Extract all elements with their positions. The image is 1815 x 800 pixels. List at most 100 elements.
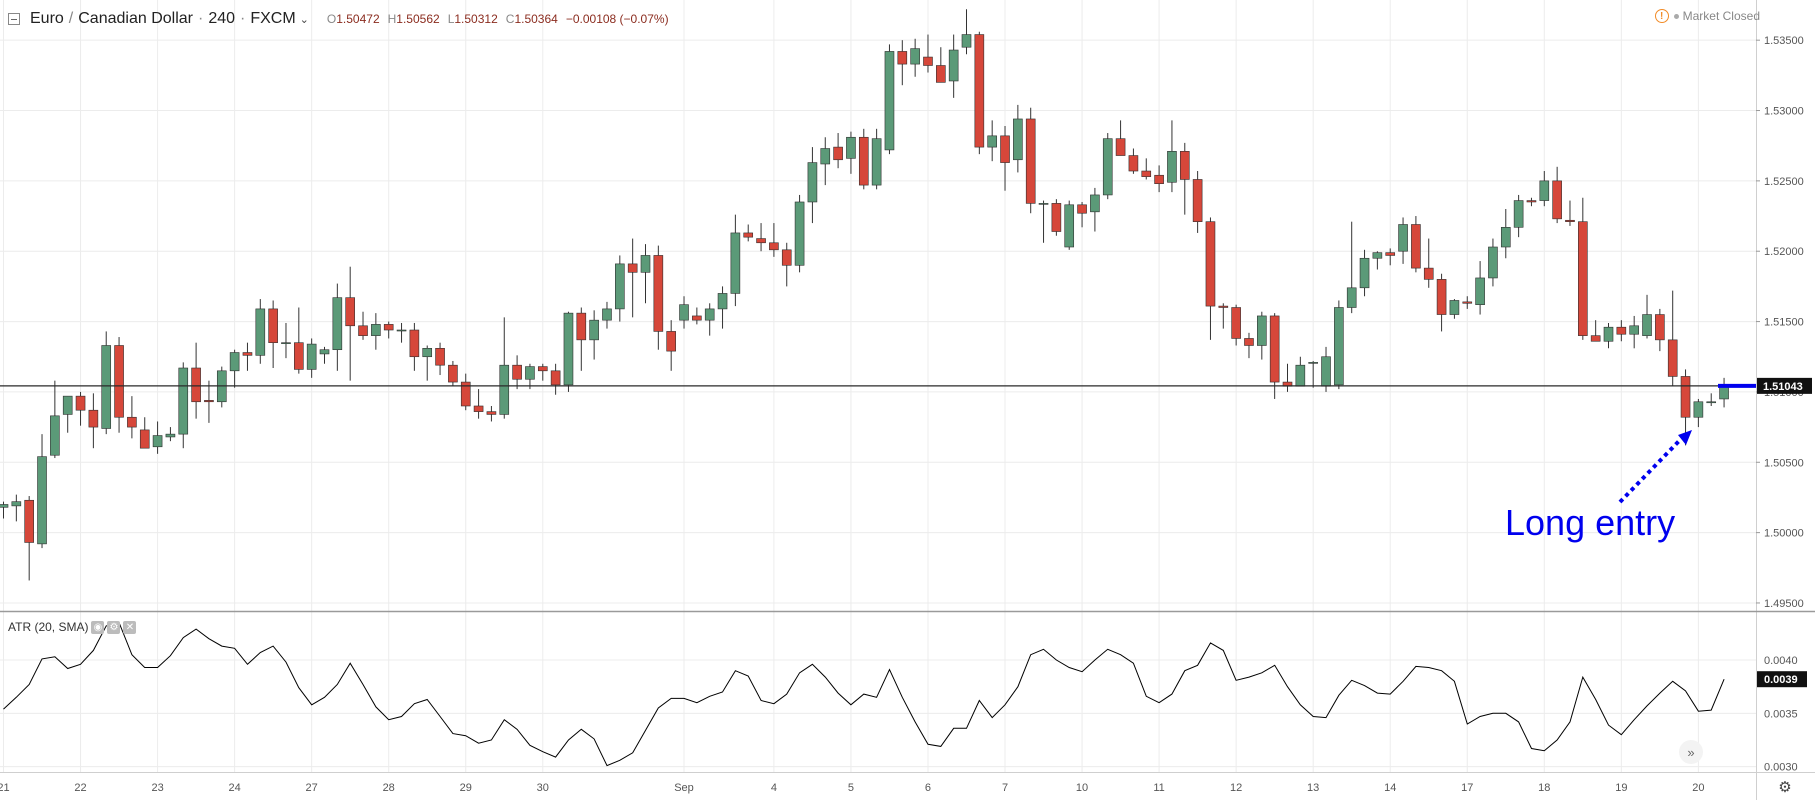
candle-body — [1655, 314, 1665, 341]
close-value: 1.50364 — [514, 12, 558, 26]
candle — [37, 434, 47, 549]
candle-body — [1385, 252, 1396, 256]
candle — [281, 322, 291, 359]
candle — [383, 321, 394, 339]
candle-body — [319, 349, 330, 355]
candle-body — [1423, 267, 1434, 280]
candle — [294, 307, 304, 374]
candle-body — [191, 367, 201, 403]
scroll-to-realtime-button[interactable]: » — [1679, 740, 1703, 764]
candle-body — [769, 242, 779, 251]
candle — [871, 128, 882, 190]
candle-body — [537, 366, 548, 372]
candle — [1693, 398, 1704, 428]
candle-body — [1128, 155, 1139, 172]
candle — [1629, 315, 1639, 349]
candle — [1552, 166, 1562, 224]
candle — [473, 389, 484, 419]
candle — [1025, 107, 1036, 214]
price-axis[interactable]: 1.53500 1.53000 1.52500 1.52000 1.51500 1.510… — [1756, 35, 1804, 610]
candle — [923, 34, 933, 73]
time-tick-label: 6 — [925, 782, 931, 794]
candle — [1526, 197, 1537, 207]
candle — [717, 286, 728, 329]
eye-icon[interactable]: ◉ — [91, 620, 105, 634]
candle — [1244, 332, 1254, 359]
candle — [1667, 290, 1678, 387]
candle — [178, 362, 189, 449]
candle — [0, 501, 9, 519]
close-icon[interactable]: ✕ — [123, 620, 137, 634]
candle-body — [1629, 325, 1639, 335]
candle — [306, 338, 317, 378]
candle — [897, 40, 908, 86]
price-tick-label: 1.50500 — [1764, 457, 1804, 469]
candle-body — [1051, 203, 1062, 232]
candle-body — [242, 352, 253, 356]
candle — [1192, 171, 1203, 233]
candle — [1488, 238, 1498, 287]
candle-body — [1321, 356, 1331, 387]
candle — [743, 224, 754, 242]
candle — [858, 128, 869, 190]
chevron-down-icon[interactable]: ⌄ — [299, 13, 309, 26]
time-tick-label: 24 — [228, 782, 240, 794]
time-tick-label: 22 — [74, 782, 86, 794]
time-axis[interactable]: 21 22 23 24 27 28 29 30 Sep 4 5 6 7 10 11 12 13 14 17 18 19 2… — [0, 782, 1705, 794]
candle-body — [1642, 314, 1652, 336]
candle-body — [1218, 305, 1229, 308]
interval-separator: · — [197, 10, 204, 27]
candle — [1513, 194, 1524, 238]
candle — [1539, 171, 1550, 207]
time-tick-label: 21 — [0, 782, 10, 794]
candle — [1295, 356, 1306, 387]
candle-body — [294, 342, 304, 370]
candle — [807, 147, 818, 224]
candle — [1179, 142, 1190, 215]
candle-body — [11, 501, 22, 507]
candle — [961, 9, 972, 55]
candle-body — [910, 48, 920, 65]
gear-icon[interactable]: ⚙ — [107, 620, 121, 634]
candle — [358, 311, 368, 340]
warning-icon: ! — [1654, 9, 1669, 23]
candle-body — [383, 324, 394, 331]
market-status[interactable]: ! Market Closed — [1654, 9, 1760, 23]
candle — [1205, 217, 1216, 340]
candle-body — [1411, 224, 1421, 269]
symbol-title[interactable]: Euro / Canadian Dollar · 240 · FXCM — [30, 10, 296, 28]
low-label: L — [447, 12, 455, 26]
candle — [550, 363, 561, 395]
collapse-legend-button[interactable] — [8, 13, 20, 25]
candle — [1346, 221, 1357, 314]
candle-body — [743, 232, 754, 238]
price-candles — [0, 9, 1729, 581]
candle-body — [499, 364, 510, 415]
candle-body — [1038, 203, 1049, 205]
candle — [1141, 158, 1152, 180]
indicator-title[interactable]: ATR (20, SMA) — [8, 620, 89, 634]
candle-body — [101, 345, 112, 429]
candle-body — [1680, 376, 1691, 418]
candle — [730, 214, 741, 307]
candle — [499, 317, 510, 419]
candle-body — [833, 146, 843, 161]
candle — [11, 494, 22, 522]
long-entry-annotation: Long entry — [1505, 502, 1675, 543]
time-tick-label: 20 — [1692, 782, 1704, 794]
candle — [448, 360, 458, 387]
horizontal-line-price-tag — [1757, 377, 1812, 394]
candle-body — [486, 411, 497, 415]
candle — [1257, 311, 1267, 360]
candle-body — [550, 370, 561, 386]
candle-body — [1115, 138, 1126, 156]
price-tick-label: 1.52000 — [1764, 246, 1804, 258]
candle — [1411, 216, 1421, 273]
entry-arrow — [1618, 438, 1682, 504]
candle — [640, 244, 651, 304]
atr-tick-label: 0.0035 — [1764, 708, 1798, 720]
atr-axis[interactable]: 0.0040 0.0035 0.0030 — [1764, 655, 1798, 774]
chart-settings-gear-icon[interactable]: ⚙ — [1778, 779, 1792, 796]
candle — [1449, 299, 1460, 319]
